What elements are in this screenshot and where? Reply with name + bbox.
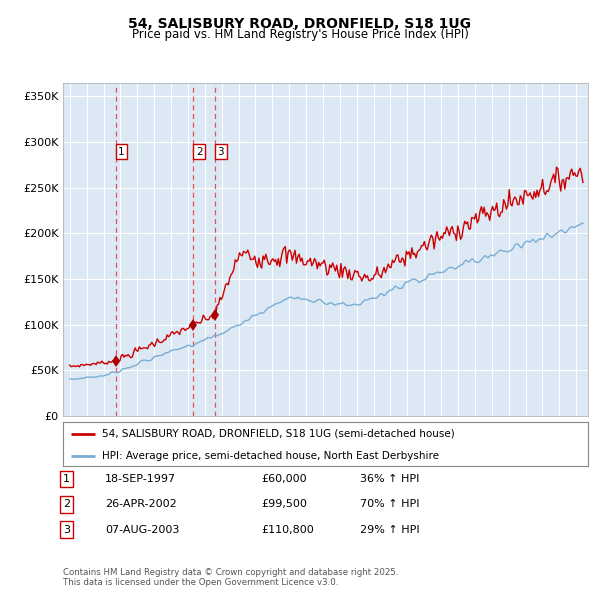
Text: 1: 1 bbox=[63, 474, 70, 484]
Text: 3: 3 bbox=[63, 525, 70, 535]
Text: 18-SEP-1997: 18-SEP-1997 bbox=[105, 474, 176, 484]
Text: HPI: Average price, semi-detached house, North East Derbyshire: HPI: Average price, semi-detached house,… bbox=[103, 451, 439, 461]
Text: 3: 3 bbox=[217, 146, 224, 156]
Text: 54, SALISBURY ROAD, DRONFIELD, S18 1UG (semi-detached house): 54, SALISBURY ROAD, DRONFIELD, S18 1UG (… bbox=[103, 429, 455, 439]
Text: £60,000: £60,000 bbox=[261, 474, 307, 484]
Text: 54, SALISBURY ROAD, DRONFIELD, S18 1UG: 54, SALISBURY ROAD, DRONFIELD, S18 1UG bbox=[128, 17, 472, 31]
Text: 2: 2 bbox=[196, 146, 202, 156]
Text: 29% ↑ HPI: 29% ↑ HPI bbox=[360, 525, 419, 535]
Text: 2: 2 bbox=[63, 500, 70, 509]
Text: Contains HM Land Registry data © Crown copyright and database right 2025.
This d: Contains HM Land Registry data © Crown c… bbox=[63, 568, 398, 587]
Text: 1: 1 bbox=[118, 146, 125, 156]
Text: 36% ↑ HPI: 36% ↑ HPI bbox=[360, 474, 419, 484]
Text: £99,500: £99,500 bbox=[261, 500, 307, 509]
Text: Price paid vs. HM Land Registry's House Price Index (HPI): Price paid vs. HM Land Registry's House … bbox=[131, 28, 469, 41]
Text: 70% ↑ HPI: 70% ↑ HPI bbox=[360, 500, 419, 509]
Text: 26-APR-2002: 26-APR-2002 bbox=[105, 500, 177, 509]
Text: 07-AUG-2003: 07-AUG-2003 bbox=[105, 525, 179, 535]
Text: £110,800: £110,800 bbox=[261, 525, 314, 535]
